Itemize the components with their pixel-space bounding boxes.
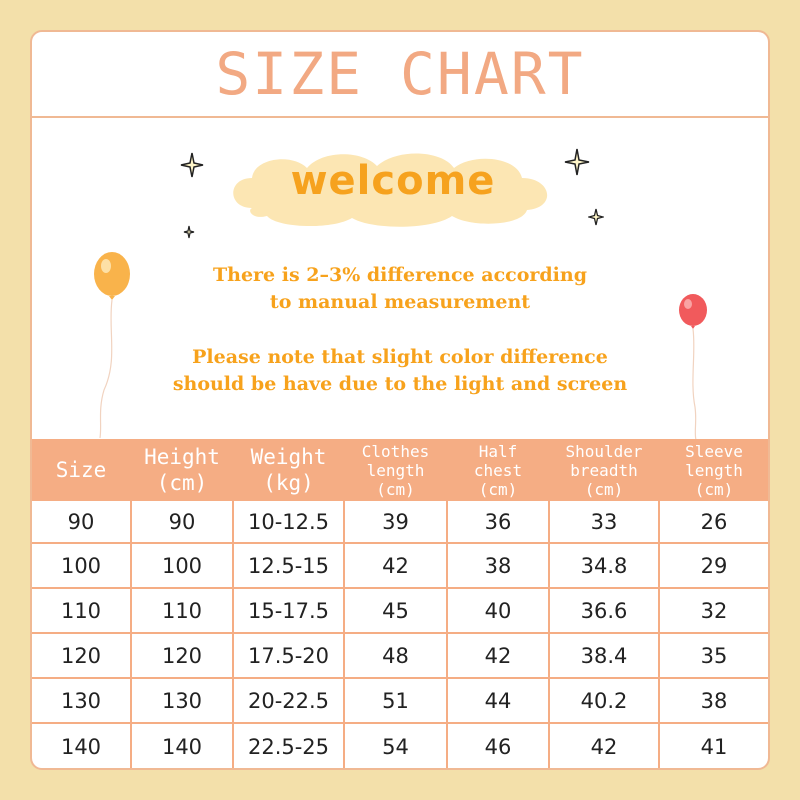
header-cell: Sleeve length (cm) xyxy=(660,439,768,501)
size-cell: 110 xyxy=(60,598,102,623)
sleeve-length-cell: 29 xyxy=(700,553,728,578)
table-row: 100 100 12.5-15 42 38 34.8 29 xyxy=(32,544,768,589)
balloon-icon xyxy=(679,294,707,441)
height-cell: 120 xyxy=(161,643,203,668)
height-cell: 110 xyxy=(161,598,203,623)
header-cell: Clothes length (cm) xyxy=(345,439,446,501)
size-cell: 130 xyxy=(60,688,102,713)
weight-cell: 17.5-20 xyxy=(247,643,330,668)
header-text: (cm) xyxy=(376,479,415,499)
weight-cell: 15-17.5 xyxy=(247,598,330,623)
column-divider xyxy=(343,501,345,768)
note-line: There is 2–3% difference according xyxy=(213,264,587,286)
column-divider xyxy=(130,501,132,768)
clothes-length-cell: 48 xyxy=(382,643,409,668)
shoulder-breadth-cell: 42 xyxy=(590,735,618,759)
shoulder-breadth-cell: 34.8 xyxy=(580,553,628,578)
height-cell: 130 xyxy=(161,688,203,713)
header-text: (cm) xyxy=(478,479,518,499)
shoulder-breadth-cell: 38.4 xyxy=(580,643,628,668)
half-chest-cell: 40 xyxy=(484,598,512,623)
note-line: to manual measurement xyxy=(269,291,531,313)
weight-cell: 22.5-25 xyxy=(247,735,330,759)
header-text: Weight xyxy=(250,445,327,469)
column-divider xyxy=(446,501,448,768)
header-text: length xyxy=(366,460,425,480)
column-divider xyxy=(658,501,660,768)
header-text: Shoulder xyxy=(565,441,643,461)
half-chest-cell: 44 xyxy=(484,688,512,713)
table-header: Size Height (cm) Weight (kg) Clothes len… xyxy=(32,439,768,501)
header-text: chest xyxy=(473,460,523,480)
column-divider xyxy=(232,501,234,768)
balloon-icon xyxy=(94,252,130,439)
clothes-length-cell: 51 xyxy=(382,688,409,713)
sparkle-icon xyxy=(588,208,604,226)
header-text: Height xyxy=(144,445,220,469)
sparkle-icon xyxy=(180,152,204,178)
header-text: (cm) xyxy=(694,479,734,499)
note-line: should be have due to the light and scre… xyxy=(172,373,628,395)
half-chest-cell: 36 xyxy=(484,509,512,534)
table-row: 90 90 10-12.5 39 36 33 26 xyxy=(32,501,768,544)
sleeve-length-cell: 26 xyxy=(700,509,728,534)
header-cell: Height (cm) xyxy=(132,439,232,501)
header-cell: Size xyxy=(32,439,130,501)
height-cell: 100 xyxy=(161,553,203,578)
header-cell: Half chest (cm) xyxy=(448,439,548,501)
size-table: Size Height (cm) Weight (kg) Clothes len… xyxy=(32,439,768,768)
table-row: 140 140 22.5-25 54 46 42 41 xyxy=(32,724,768,768)
column-divider xyxy=(548,501,550,768)
header-text: Half xyxy=(478,441,518,461)
weight-cell: 12.5-15 xyxy=(247,553,330,578)
height-cell: 140 xyxy=(161,735,203,759)
header-cell: Shoulder breadth (cm) xyxy=(550,439,658,501)
half-chest-cell: 38 xyxy=(484,553,512,578)
half-chest-cell: 46 xyxy=(484,735,512,759)
header-text: (kg) xyxy=(263,471,314,495)
header-text: (cm) xyxy=(156,471,208,495)
sleeve-length-cell: 35 xyxy=(700,643,728,668)
cloud-banner xyxy=(233,153,548,227)
size-chart-card: SIZE CHART welcome xyxy=(30,30,770,770)
header-text: length xyxy=(685,460,743,480)
half-chest-cell: 42 xyxy=(484,643,512,668)
sparkle-icon xyxy=(564,148,590,176)
clothes-length-cell: 45 xyxy=(382,598,409,623)
header-cell: Weight (kg) xyxy=(234,439,343,501)
header-text: Size xyxy=(55,458,107,482)
clothes-length-cell: 39 xyxy=(382,509,409,534)
table-row: 120 120 17.5-20 48 42 38.4 35 xyxy=(32,634,768,679)
size-cell: 100 xyxy=(60,553,102,578)
table-row: 130 130 20-22.5 51 44 40.2 38 xyxy=(32,679,768,724)
clothes-length-cell: 54 xyxy=(382,735,409,759)
height-cell: 90 xyxy=(168,509,196,534)
shoulder-breadth-cell: 40.2 xyxy=(580,688,628,713)
sleeve-length-cell: 38 xyxy=(700,688,728,713)
clothes-length-cell: 42 xyxy=(382,553,409,578)
sleeve-length-cell: 41 xyxy=(700,735,728,759)
weight-cell: 10-12.5 xyxy=(247,509,330,534)
size-cell: 140 xyxy=(60,735,102,759)
color-note: Please note that slight color difference… xyxy=(32,344,768,398)
table-row: 110 110 15-17.5 45 40 36.6 32 xyxy=(32,589,768,634)
header-text: breadth xyxy=(570,460,638,480)
size-cell: 90 xyxy=(67,509,95,534)
shoulder-breadth-cell: 36.6 xyxy=(580,598,628,623)
header-text: Clothes xyxy=(361,441,430,461)
measurement-note: There is 2–3% difference according to ma… xyxy=(32,262,768,316)
header-text: Sleeve xyxy=(685,441,743,461)
welcome-heading: welcome xyxy=(290,158,496,204)
header-text: (cm) xyxy=(584,479,624,499)
note-line: Please note that slight color difference xyxy=(192,346,608,368)
welcome-section: welcome There is 2–3% difference accordi… xyxy=(32,116,768,441)
shoulder-breadth-cell: 33 xyxy=(590,509,618,534)
weight-cell: 20-22.5 xyxy=(247,688,330,713)
page-title: SIZE CHART xyxy=(32,32,768,118)
size-cell: 120 xyxy=(60,643,102,668)
sparkle-icon xyxy=(183,225,195,239)
sleeve-length-cell: 32 xyxy=(700,598,728,623)
